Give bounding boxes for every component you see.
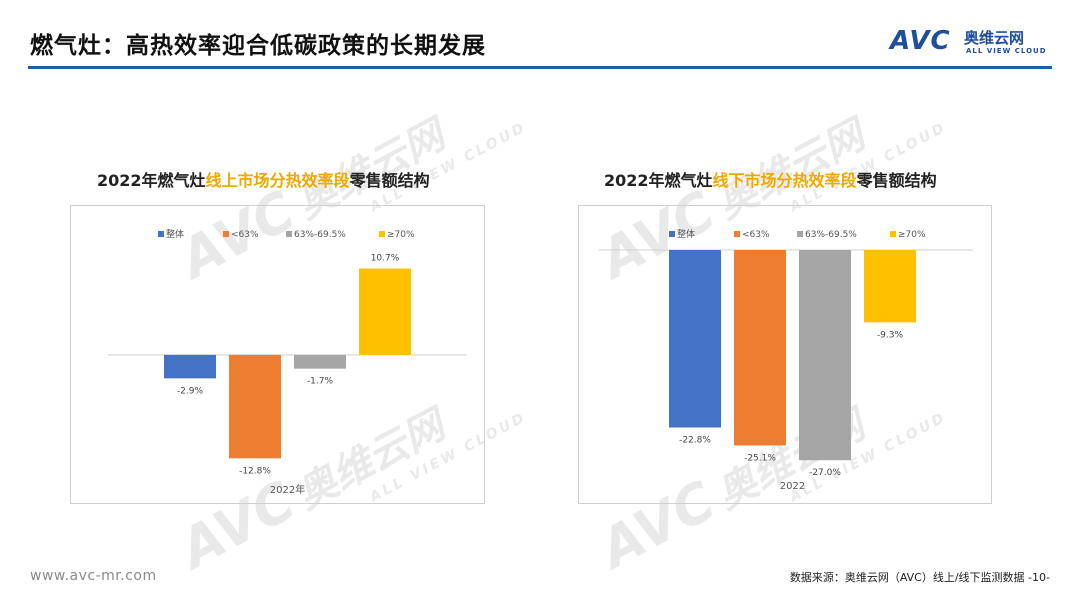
footer-source: 数据来源：奥维云网（AVC）线上/线下监测数据 -10-: [789, 571, 1050, 584]
logo-en-text: ALL VIEW CLOUD: [966, 47, 1047, 55]
data-label-63: -25.1%: [744, 453, 776, 463]
legend-swatch-70: [379, 231, 385, 237]
logo-cn-text: 奥维云网: [964, 29, 1025, 47]
data-label-63-69-5: -27.0%: [809, 468, 841, 478]
legend-swatch-63-69-5: [797, 231, 803, 237]
header-divider: [28, 66, 1052, 69]
legend-swatch-63: [223, 231, 229, 237]
bar-63: [734, 250, 786, 446]
chart-offline-svg: 整体 <63% 63%-69.5% ≥70% -22.8% -25.1% -27.0% -9.…: [599, 228, 973, 492]
legend-label-70: ≥70%: [898, 230, 926, 240]
legend-swatch-63-69-5: [286, 231, 292, 237]
legend-swatch-63: [734, 231, 740, 237]
chart-title-offline: 2022年燃气灶线下市场分热效率段零售额结构: [604, 171, 937, 190]
legend-label-63: <63%: [231, 230, 259, 240]
chart-online-svg: 整体 <63% 63%-69.5% ≥70% -2.9% -12.8% -1.7% 10.7%…: [108, 228, 467, 496]
bar-overall: [164, 354, 216, 379]
legend-swatch-overall: [669, 231, 675, 237]
data-label-70: -9.3%: [877, 330, 904, 340]
avc-logo: AVC 奥维云网 ALL VIEW CLOUD: [890, 26, 1060, 60]
footer-url: www.avc-mr.com: [30, 568, 157, 584]
chart-frame-online: 整体 <63% 63%-69.5% ≥70% -2.9% -12.8% -1.7% 10.7%…: [70, 205, 485, 504]
page-title: 燃气灶：高热效率迎合低碳政策的长期发展: [30, 33, 486, 59]
chart-title-online: 2022年燃气灶线上市场分热效率段零售额结构: [97, 171, 430, 190]
legend-label-70: ≥70%: [387, 230, 415, 240]
data-label-63: -12.8%: [239, 466, 271, 476]
bar-70: [864, 250, 916, 323]
bar-70: [359, 268, 411, 355]
data-label-70: 10.7%: [371, 254, 400, 264]
legend-swatch-overall: [158, 231, 164, 237]
bar-overall: [669, 250, 721, 428]
data-label-overall: -22.8%: [679, 436, 711, 446]
bar-63-69-5: [294, 354, 346, 369]
bar-63: [229, 354, 281, 459]
legend-label-overall: 整体: [677, 228, 695, 240]
legend-label-63: <63%: [742, 230, 770, 240]
logo-avc-text: AVC: [890, 26, 951, 56]
legend-label-overall: 整体: [166, 228, 184, 240]
data-label-63-69-5: -1.7%: [307, 377, 334, 387]
legend-label-63-69-5: 63%-69.5%: [294, 230, 346, 240]
chart-frame-offline: 整体 <63% 63%-69.5% ≥70% -22.8% -25.1% -27.0% -9.…: [578, 205, 992, 504]
legend-swatch-70: [890, 231, 896, 237]
category-label: 2022年: [270, 483, 305, 496]
bar-63-69-5: [799, 250, 851, 461]
category-label: 2022: [780, 481, 805, 492]
data-label-overall: -2.9%: [177, 386, 204, 396]
legend-label-63-69-5: 63%-69.5%: [805, 230, 857, 240]
